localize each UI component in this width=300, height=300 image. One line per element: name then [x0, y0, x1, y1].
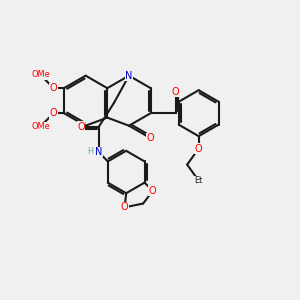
Text: O: O [121, 202, 128, 212]
Text: N: N [125, 71, 133, 81]
Text: O: O [149, 186, 157, 196]
Text: O: O [77, 122, 85, 132]
Text: OMe: OMe [31, 70, 50, 80]
Text: O: O [172, 87, 179, 97]
Text: H: H [87, 148, 94, 157]
Text: O: O [50, 108, 58, 118]
Text: O: O [147, 133, 154, 143]
Text: N: N [95, 147, 102, 157]
Text: Et: Et [194, 176, 203, 185]
Text: OMe: OMe [31, 122, 50, 131]
Text: O: O [195, 143, 203, 154]
Text: O: O [50, 83, 58, 93]
